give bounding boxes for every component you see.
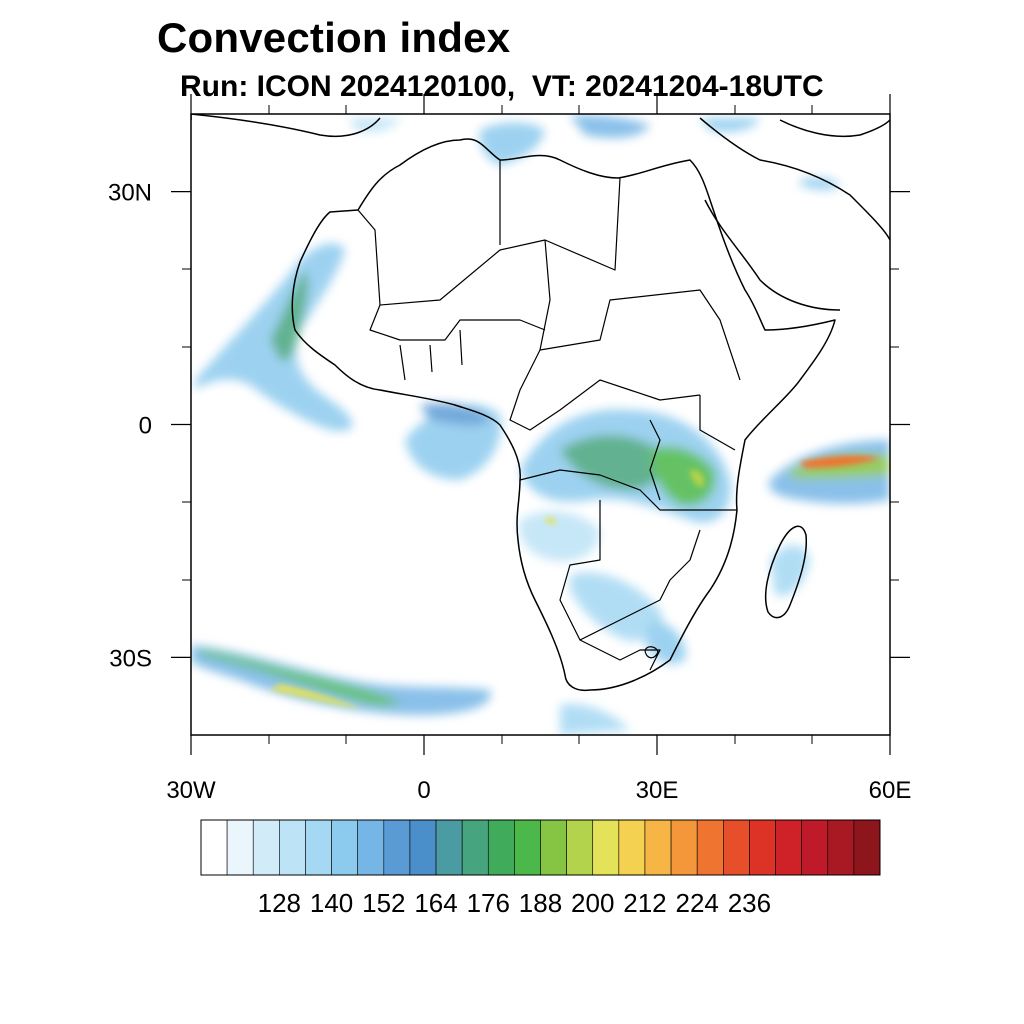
- colorbar-swatch: [435, 819, 463, 876]
- x-tick-label: 0: [417, 777, 430, 804]
- minor-ticks: [182, 105, 899, 744]
- colorbar-swatch: [487, 819, 515, 876]
- run-valid-time-subtitle: Run: ICON 2024120100, VT: 20241204-18UTC: [180, 70, 824, 103]
- colorbar-swatch: [200, 819, 228, 876]
- x-tick-label: 60E: [869, 777, 912, 804]
- map-plot-area: [191, 114, 890, 735]
- colorbar-swatch: [827, 819, 855, 876]
- coastlines: [191, 114, 890, 692]
- country-borders: [357, 160, 741, 671]
- colorbar-swatch: [723, 819, 750, 876]
- colorbar-swatch: [252, 819, 280, 876]
- y-tick-label: 0: [139, 413, 152, 440]
- convection-field: [191, 114, 890, 735]
- colorbar-swatch: [331, 819, 358, 876]
- colorbar-swatch: [383, 819, 411, 876]
- colorbar-label: 152: [362, 888, 405, 918]
- colorbar-swatch: [514, 819, 541, 876]
- colorbar-swatch: [305, 819, 332, 876]
- y-tick-label: 30N: [108, 180, 152, 207]
- x-tick-label: 30W: [166, 777, 216, 804]
- colorbar-swatch: [644, 819, 672, 876]
- colorbar-swatch: [226, 819, 254, 876]
- colorbar-label: 140: [310, 888, 353, 918]
- colorbar-label: 224: [675, 888, 718, 918]
- colorbar-label: 200: [571, 888, 614, 918]
- colorbar-swatch: [461, 819, 489, 876]
- colorbar-swatch: [775, 819, 802, 876]
- colorbar-swatch: [670, 819, 698, 876]
- axis-ticks: 30W 0 30E 60E 30N 0 30S: [108, 94, 911, 804]
- colorbar-swatch: [853, 819, 881, 876]
- colorbar-swatch: [540, 819, 567, 876]
- colorbar-swatch: [279, 819, 306, 876]
- colorbar-swatch: [566, 819, 594, 876]
- plot-frame: [190, 113, 891, 736]
- colorbar-label: 212: [623, 888, 666, 918]
- chart-title: Convection index: [157, 14, 511, 61]
- colorbar: 128 140 152 164 176 188 200 212 224 236: [200, 819, 881, 918]
- colorbar-label: 236: [728, 888, 771, 918]
- x-tick-label: 30E: [636, 777, 679, 804]
- colorbar-swatch: [592, 819, 620, 876]
- colorbar-label: 164: [414, 888, 457, 918]
- colorbar-label: 176: [467, 888, 510, 918]
- colorbar-swatch: [696, 819, 724, 876]
- colorbar-swatch: [801, 819, 829, 876]
- colorbar-swatch: [749, 819, 776, 876]
- colorbar-label: 128: [258, 888, 301, 918]
- colorbar-swatch: [618, 819, 646, 876]
- colorbar-swatch: [409, 819, 437, 876]
- colorbar-label: 188: [519, 888, 562, 918]
- colorbar-swatch: [357, 819, 385, 876]
- y-tick-label: 30S: [109, 645, 152, 672]
- colorbar-frame: [200, 819, 881, 876]
